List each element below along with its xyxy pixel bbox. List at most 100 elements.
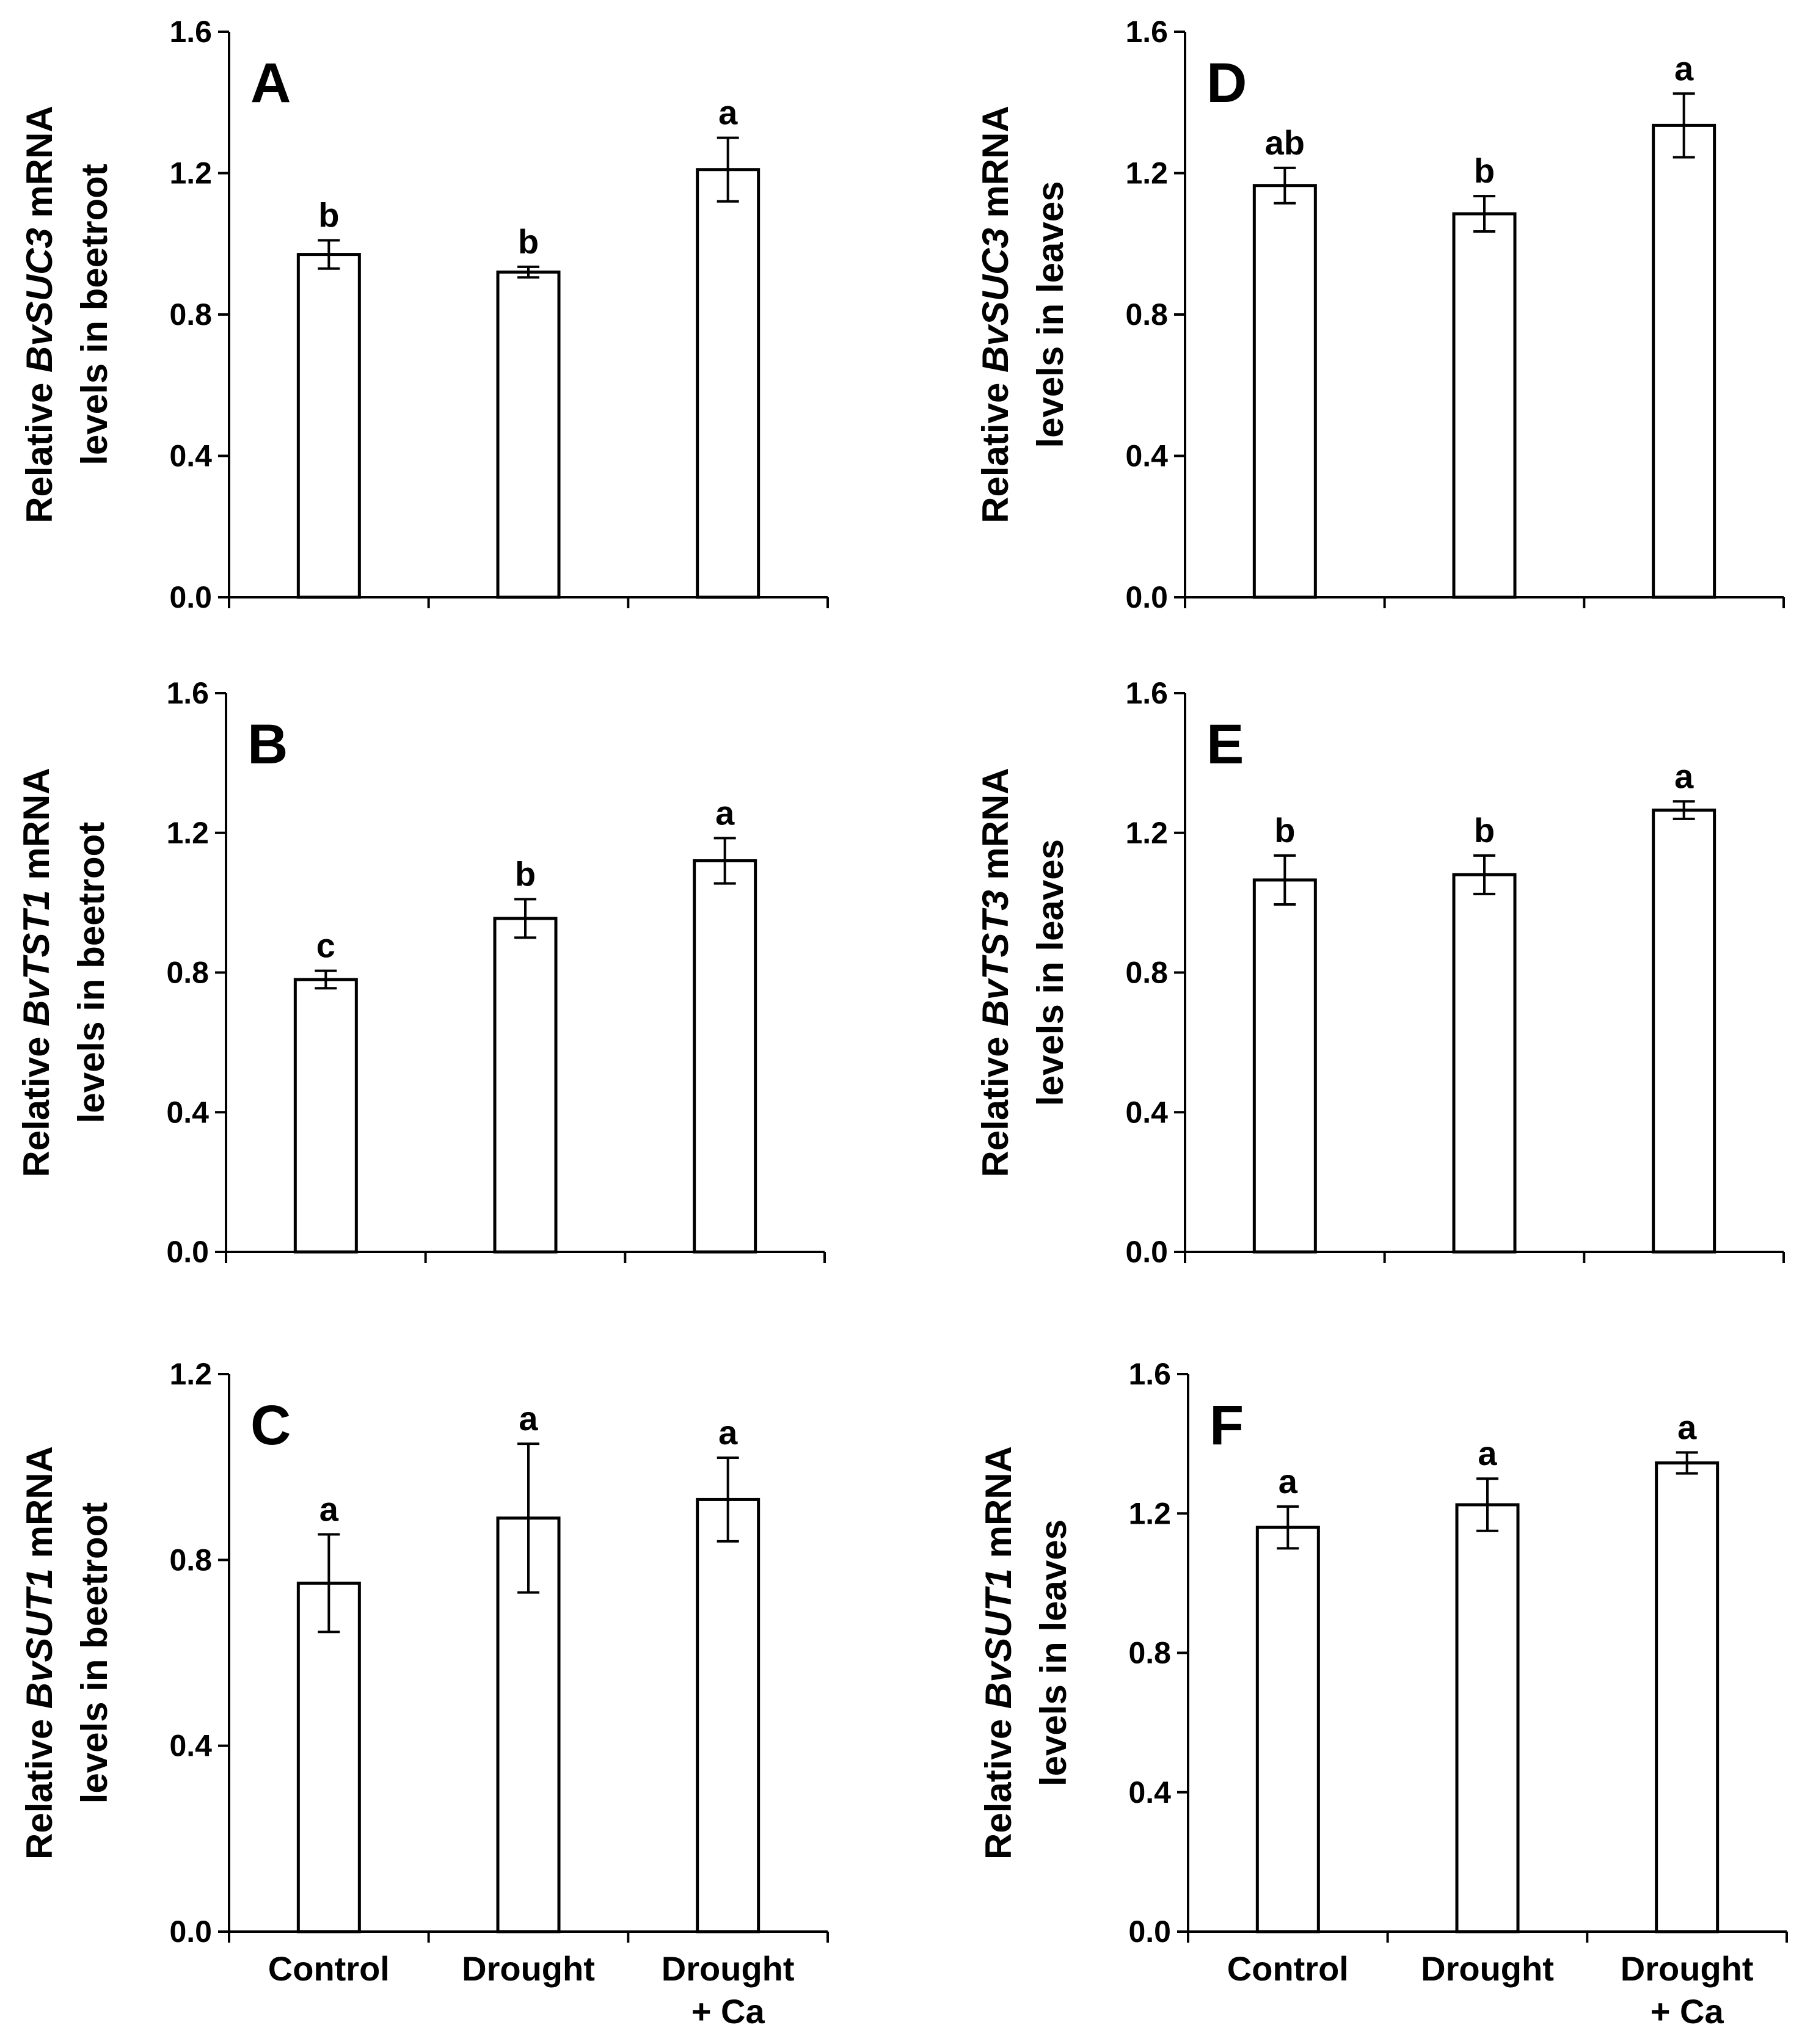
bar (1252, 184, 1317, 599)
significance-label: a (319, 1489, 339, 1528)
y-tick-label: 1.2 (1128, 1496, 1171, 1530)
panel-label: A (250, 52, 291, 114)
y-tick-label: 0.0 (1125, 1235, 1168, 1269)
y-axis-title-line2: levels in beetroot (71, 822, 112, 1123)
y-axis-title-line2: levels in leaves (1030, 839, 1071, 1106)
bar (1452, 873, 1517, 1254)
bar (693, 859, 757, 1254)
y-tick-label: 1.2 (166, 816, 209, 850)
significance-label: ab (1265, 123, 1305, 162)
y-axis-title-part: Relative (19, 373, 60, 523)
y-axis-title-part: mRNA (19, 1446, 60, 1568)
y-tick-label: 0.0 (1125, 580, 1168, 614)
y-axis-title-line1: Relative BvTST3 mRNA (975, 768, 1016, 1177)
y-tick-label: 0.0 (169, 580, 212, 614)
y-tick-label: 0.8 (169, 1543, 212, 1577)
y-tick-label: 0.4 (169, 1729, 212, 1763)
significance-label: a (718, 1413, 738, 1452)
y-tick-label: 1.2 (169, 156, 212, 191)
y-tick-label: 1.2 (1125, 156, 1168, 191)
y-tick-label: 1.2 (1125, 816, 1168, 850)
y-tick-label: 0.8 (1125, 956, 1168, 990)
y-tick-label: 1.6 (169, 15, 212, 49)
panel-d: 0.0 0.4 0.8 1.2 1.6 ab b a D Relative BvSUC3 mRNA… (975, 15, 1785, 614)
y-axis-title-part: mRNA (16, 768, 57, 890)
bar (296, 1581, 361, 1933)
significance-label: b (518, 222, 539, 261)
significance-label: a (715, 793, 735, 832)
y-axis-title-part: Relative (978, 1709, 1019, 1860)
y-tick-label: 0.4 (1128, 1775, 1171, 1809)
bar (696, 1497, 761, 1933)
gene-name: BvSUT1 (978, 1568, 1019, 1709)
y-tick-label: 0.0 (169, 1915, 212, 1949)
bar (1252, 878, 1317, 1254)
x-category-label: + Ca (691, 1992, 765, 2031)
y-tick-label: 0.0 (1128, 1915, 1171, 1949)
gene-name: BvSUC3 (975, 228, 1016, 373)
y-axis-title-line1: Relative BvSUC3 mRNA (19, 106, 60, 523)
y-axis-title-line1: Relative BvSUC3 mRNA (975, 106, 1016, 523)
y-axis-title-part: Relative (19, 1709, 60, 1860)
panel-label: B (247, 713, 288, 776)
significance-label: b (1274, 811, 1295, 849)
y-tick-label: 0.4 (1125, 439, 1168, 473)
significance-label: a (1677, 1408, 1697, 1446)
y-tick-label: 0.0 (166, 1235, 209, 1269)
y-axis-title-part: Relative (975, 1027, 1016, 1177)
x-category-label: Drought (462, 1949, 595, 1988)
x-category-label: + Ca (1651, 1992, 1724, 2031)
y-tick-label: 1.2 (169, 1357, 212, 1391)
gene-name: BvSUC3 (19, 228, 60, 373)
y-axis-title-line2: levels in beetroot (74, 164, 115, 465)
bar (1655, 1461, 1720, 1933)
bar (496, 271, 561, 599)
y-axis-title-line2: levels in beetroot (74, 1502, 115, 1803)
panel-a: 0.0 0.4 0.8 1.2 1.6 b b a A Relative BvSUC3 mRNA l… (19, 15, 829, 614)
x-category-label: Control (1227, 1949, 1349, 1988)
panel-b: 0.0 0.4 0.8 1.2 1.6 c b a B Relative BvTST1 mRNA l… (16, 676, 826, 1269)
x-category-label: Drought (662, 1949, 795, 1988)
significance-label: b (515, 854, 536, 893)
bar (1652, 123, 1716, 599)
y-tick-label: 0.8 (166, 956, 209, 990)
panel-e: 0.0 0.4 0.8 1.2 1.6 b b a E Relative BvTST3 mRNA l… (975, 676, 1785, 1269)
bar (1455, 1503, 1520, 1933)
y-tick-label: 0.8 (1125, 297, 1168, 332)
panel-label: D (1206, 52, 1247, 114)
significance-label: c (316, 926, 335, 965)
significance-label: b (1474, 811, 1495, 849)
y-axis-title-part: mRNA (975, 106, 1016, 228)
x-category-label: Control (268, 1949, 390, 1988)
bar (1452, 212, 1517, 599)
panel-label: F (1209, 1394, 1244, 1457)
y-tick-label: 0.4 (1125, 1095, 1168, 1129)
y-tick-label: 0.4 (169, 439, 212, 473)
bar (1255, 1526, 1320, 1933)
y-tick-label: 1.6 (166, 676, 209, 710)
y-tick-label: 1.6 (1125, 676, 1168, 710)
y-tick-label: 1.6 (1125, 15, 1168, 49)
panel-label: E (1206, 713, 1244, 776)
significance-label: a (1279, 1462, 1298, 1500)
bar (696, 168, 761, 599)
y-axis-title-part: Relative (16, 1027, 57, 1177)
y-axis-title-line1: Relative BvSUT1 mRNA (19, 1446, 60, 1860)
y-tick-label: 0.8 (169, 297, 212, 332)
significance-label: a (1674, 49, 1694, 87)
bar (296, 253, 361, 599)
significance-label: b (1474, 151, 1495, 190)
bar (493, 917, 558, 1254)
y-axis-title-line2: levels in leaves (1030, 181, 1071, 448)
gene-name: BvTST1 (16, 890, 57, 1026)
y-axis-title-part: Relative (975, 373, 1016, 523)
significance-label: a (718, 93, 738, 132)
y-axis-title-part: mRNA (975, 768, 1016, 890)
x-category-label: Drought (1621, 1949, 1754, 1988)
significance-label: b (318, 195, 339, 234)
significance-label: a (519, 1399, 538, 1438)
y-axis-title-part: mRNA (978, 1446, 1019, 1568)
